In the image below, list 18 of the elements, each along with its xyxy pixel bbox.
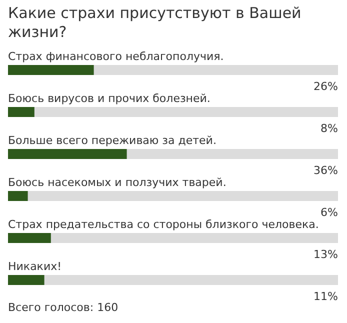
- bar: [8, 191, 28, 201]
- bar: [8, 107, 34, 117]
- y-tick-label: Боюсь вирусов и прочих болезней.: [8, 92, 210, 105]
- data-label: 26%: [314, 80, 338, 93]
- y-tick-label: Боюсь насекомых и ползучих тварей.: [8, 176, 226, 189]
- bar: [8, 275, 44, 285]
- chart-title: Какие страхи присутствуют в Вашей жизни?: [8, 4, 302, 42]
- data-label: 13%: [314, 248, 338, 261]
- bar: [8, 233, 51, 243]
- y-tick-label: Страх предательства со стороны близкого человека.: [8, 218, 319, 231]
- y-tick-label: Страх финансового неблагополучия.: [8, 50, 224, 63]
- data-label: 6%: [320, 206, 338, 219]
- y-tick-label: Никаких!: [8, 260, 62, 273]
- data-label: 11%: [314, 290, 338, 303]
- data-label: 36%: [314, 164, 338, 177]
- annotation: Всего голосов: 160: [8, 301, 118, 314]
- y-tick-label: Больше всего переживаю за детей.: [8, 134, 216, 147]
- data-label: 8%: [320, 122, 338, 135]
